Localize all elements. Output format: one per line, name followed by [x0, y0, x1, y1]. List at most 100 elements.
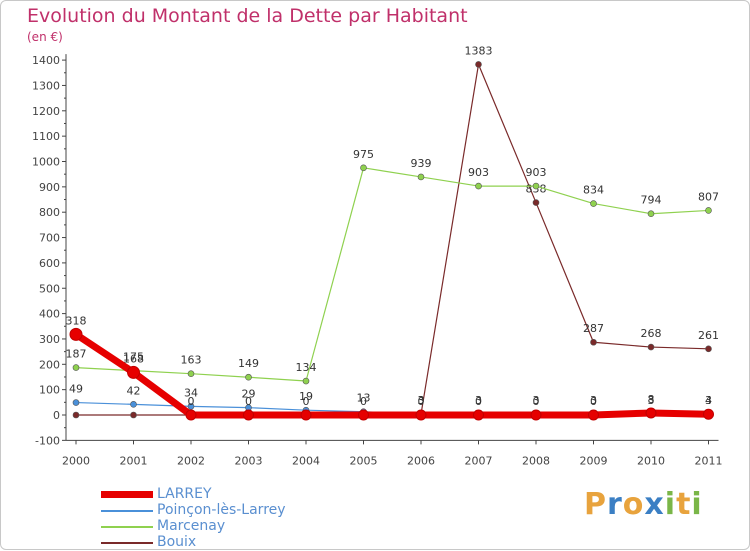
x-tick-label: 2001 [120, 454, 148, 467]
data-label: 807 [698, 190, 719, 203]
y-tick-label: 100 [39, 384, 60, 397]
series-line-bouix [75, 63, 710, 416]
data-point [532, 182, 540, 190]
data-label: 34 [184, 386, 198, 399]
data-label: 163 [181, 354, 202, 367]
data-point [72, 411, 80, 419]
data-label: 3 [533, 394, 540, 407]
logo-letter: P [584, 487, 607, 522]
x-tick-label: 2003 [235, 454, 263, 467]
y-tick-label: -100 [35, 434, 60, 447]
data-point [703, 408, 714, 420]
data-label: 903 [526, 166, 547, 179]
data-point [245, 373, 252, 381]
y-tick-label: 300 [39, 333, 60, 346]
x-tick-label: 2006 [407, 454, 435, 467]
data-label: 149 [238, 357, 259, 370]
data-label: 19 [299, 390, 313, 403]
data-point [187, 370, 195, 377]
data-point [530, 409, 542, 421]
data-label: 287 [583, 322, 604, 335]
y-tick-label: 1400 [32, 54, 60, 67]
legend-swatch [101, 542, 153, 544]
data-point [532, 199, 540, 206]
data-label: 0 [475, 395, 482, 408]
data-label: 8 [648, 393, 655, 406]
y-tick-label: 800 [39, 206, 60, 219]
legend-swatch [101, 510, 153, 512]
y-axis-unit: (en €) [27, 30, 63, 44]
data-label: 0 [533, 395, 540, 408]
legend-swatch [101, 526, 153, 528]
data-point [588, 409, 599, 421]
y-tick-label: 500 [39, 282, 60, 295]
y-tick-label: 900 [39, 181, 60, 194]
data-label: 268 [641, 327, 662, 340]
proxiti-logo: Proxiti [584, 487, 703, 522]
y-tick-label: 1100 [32, 130, 60, 143]
logo-letter: t [676, 487, 692, 522]
legend-item: Marcenay [101, 518, 321, 535]
data-point [705, 207, 712, 214]
data-label: 975 [353, 148, 374, 161]
data-label: 3 [705, 394, 712, 407]
data-point [647, 210, 655, 218]
x-tick-label: 2005 [350, 454, 378, 467]
data-point [415, 409, 427, 421]
data-label: 0 [360, 395, 367, 408]
y-tick-label: 700 [39, 232, 60, 245]
legend-item: Bouix [101, 534, 321, 551]
data-label: 939 [411, 157, 432, 170]
data-label: 903 [468, 166, 489, 179]
data-point [590, 200, 597, 207]
x-tick-label: 2011 [695, 454, 723, 467]
data-point [645, 407, 657, 419]
data-label: 4 [705, 394, 712, 407]
data-label: 175 [123, 351, 144, 364]
data-point [302, 377, 310, 385]
data-point [187, 403, 195, 410]
x-tick-label: 2007 [465, 454, 493, 467]
data-label: 49 [69, 383, 83, 396]
data-label: 3 [590, 394, 597, 407]
data-label: 13 [357, 392, 371, 405]
data-label: 3 [418, 394, 425, 407]
data-label: 261 [698, 329, 719, 342]
x-tick-label: 2009 [580, 454, 608, 467]
legend-label: Bouix [157, 534, 197, 550]
data-point [475, 182, 482, 190]
data-point [417, 173, 425, 181]
legend-label: Marcenay [157, 518, 226, 534]
data-point [130, 411, 137, 419]
data-label: 187 [66, 348, 87, 361]
data-label: 794 [641, 194, 662, 207]
logo-letter: i [691, 487, 703, 522]
legend: LARREY Poinçon-lès-Larrey Marcenay Bouix [101, 486, 321, 551]
data-label: 168 [123, 352, 144, 365]
x-tick-label: 2008 [522, 454, 550, 467]
legend-item: LARREY [101, 486, 321, 503]
x-tick-label: 2004 [292, 454, 320, 467]
data-point [473, 409, 484, 421]
logo-letter: x [644, 487, 665, 522]
y-tick-label: 400 [39, 308, 60, 321]
legend-label: LARREY [157, 486, 212, 502]
x-tick-label: 2002 [177, 454, 205, 467]
series-line-larrey [72, 330, 712, 419]
logo-letter: r [607, 487, 623, 522]
data-point [127, 365, 140, 379]
data-point [705, 345, 712, 353]
data-point [590, 338, 597, 346]
data-label: 42 [127, 384, 141, 397]
y-tick-label: 200 [39, 358, 60, 371]
data-label: 834 [583, 184, 604, 197]
y-tick-label: 0 [53, 409, 60, 422]
data-label: 3 [648, 394, 655, 407]
data-point [243, 409, 254, 421]
data-point [358, 409, 369, 421]
data-label: 29 [242, 388, 256, 401]
x-tick-label: 2010 [637, 454, 665, 467]
logo-letter: o [622, 487, 645, 522]
data-label: 0 [245, 395, 252, 408]
